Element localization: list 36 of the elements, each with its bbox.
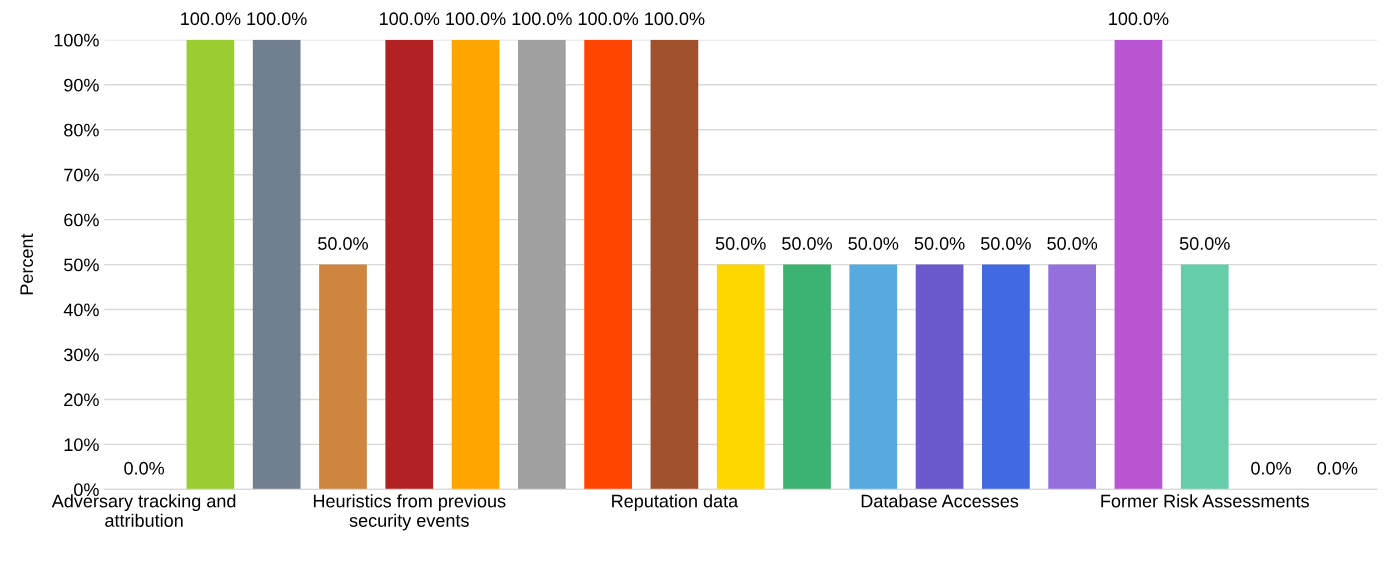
data-label: 100.0% [446,12,506,26]
data-label: 100.0% [512,12,572,26]
data-label: 50.0% [980,237,1031,250]
data-label: 50.0% [848,237,899,250]
data-label: 100.0% [247,12,307,26]
data-label: 100.0% [1109,12,1169,26]
data-label: 100.0% [181,12,241,26]
y-tick-label: 70% [64,168,99,182]
y-tick-label: 20% [64,393,99,407]
data-label: 0.0% [1251,461,1291,475]
x-tick-label: Former Risk Assessments [1101,494,1309,508]
data-label: 50.0% [914,237,965,250]
y-tick-label: 30% [64,348,99,362]
y-tick-label: 100% [54,33,99,47]
y-tick-label: 10% [64,438,99,452]
x-tick-label: Adversary tracking and attribution [51,494,236,527]
data-label: 100.0% [645,12,705,26]
y-tick-label: 60% [64,213,99,227]
data-label: 100.0% [578,12,639,26]
data-label: 0.0% [124,461,165,475]
x-tick-label: Database Accesses [861,494,1019,508]
data-label: 50.0% [1179,237,1230,250]
data-label: 50.0% [782,237,832,250]
y-tick-label: 40% [63,303,99,317]
data-label: 50.0% [715,237,766,250]
data-label: 50.0% [318,237,368,250]
y-tick-label: 50% [64,258,99,272]
y-tick-label: 90% [64,78,99,92]
x-tick-label: Heuristics from previous security events [313,494,506,531]
data-label: 50.0% [1047,237,1098,250]
x-tick-label: Reputation data [612,494,739,512]
y-tick-label: 0% [74,483,99,497]
data-label: 0.0% [1317,461,1358,475]
y-tick-label: 80% [64,123,99,137]
y-axis-title: Percent [20,233,34,295]
data-label: 100.0% [380,12,440,26]
